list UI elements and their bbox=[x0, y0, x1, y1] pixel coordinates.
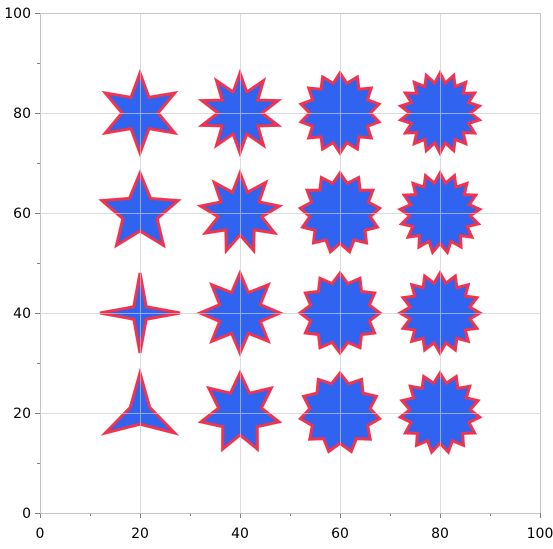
x-tick-label: 20 bbox=[131, 526, 149, 542]
x-tick-label: 40 bbox=[231, 526, 249, 542]
y-tick-label: 40 bbox=[13, 306, 31, 322]
x-tick-label: 0 bbox=[36, 526, 45, 542]
x-tick-label: 60 bbox=[331, 526, 349, 542]
y-tick-label: 0 bbox=[22, 506, 31, 522]
axis-tick-labels: 0 20 40 60 80 100 0 20 40 60 80 100 bbox=[4, 6, 553, 542]
x-tick-label: 80 bbox=[431, 526, 449, 542]
y-tick-label: 80 bbox=[13, 106, 31, 122]
grid-lines-overlay bbox=[40, 13, 541, 514]
x-tick-label: 100 bbox=[527, 526, 553, 542]
y-tick-label: 60 bbox=[13, 206, 31, 222]
star-markers bbox=[98, 68, 483, 455]
y-tick-label: 20 bbox=[13, 406, 31, 422]
y-tick-label: 100 bbox=[4, 6, 31, 22]
